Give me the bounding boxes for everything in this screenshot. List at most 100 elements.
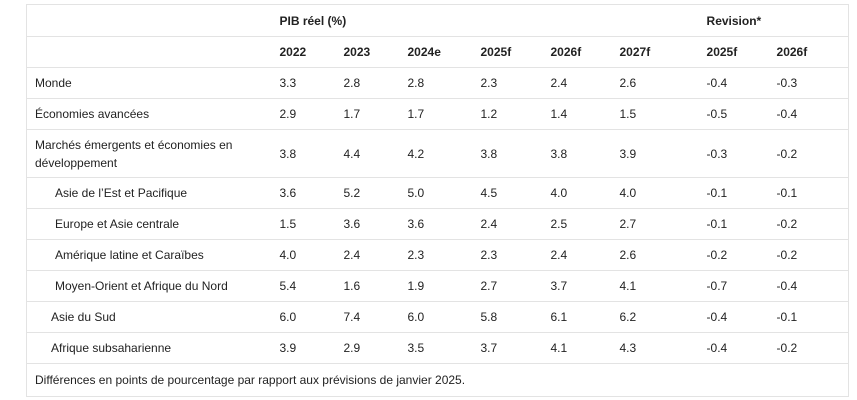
value-cell: 4.2 [407,129,481,178]
table-row: Europe et Asie centrale 1.5 3.6 3.6 2.4 … [26,208,849,240]
value-cell: 3.7 [480,332,551,364]
year-header: 2023 [343,36,408,68]
value-cell: 3.8 [550,129,620,178]
value-cell: 2.4 [480,208,551,240]
value-cell: 2.8 [407,67,481,99]
value-cell: 1.6 [343,270,408,302]
revision-cell: -0.4 [776,270,849,302]
value-cell: 3.5 [407,332,481,364]
value-cell: 3.9 [279,332,344,364]
revision-cell: -0.3 [776,67,849,99]
row-label: Europe et Asie centrale [26,208,280,240]
value-cell: 2.5 [550,208,620,240]
value-cell: 4.1 [550,332,620,364]
empty-header-cell [26,4,280,37]
value-cell: 2.6 [619,67,707,99]
revision-cell: -0.2 [776,332,849,364]
value-cell: 2.7 [480,270,551,302]
revision-cell: -0.5 [706,98,777,130]
table-row: Amérique latine et Caraïbes 4.0 2.4 2.3 … [26,239,849,271]
value-cell: 1.9 [407,270,481,302]
value-cell: 6.1 [550,301,620,333]
year-header: 2027f [619,36,707,68]
revision-cell: -0.2 [776,239,849,271]
group-header-row: PIB réel (%) Revision* [26,4,849,37]
table-row: Économies avancées 2.9 1.7 1.7 1.2 1.4 1… [26,98,849,130]
table-row: Marchés émergents et économies en dévelo… [26,129,849,178]
value-cell: 4.1 [619,270,707,302]
value-cell: 1.5 [279,208,344,240]
revision-cell: -0.1 [776,177,849,209]
value-cell: 2.9 [343,332,408,364]
row-label: Afrique subsaharienne [26,332,280,364]
value-cell: 2.3 [407,239,481,271]
revision-cell: -0.4 [776,98,849,130]
row-label: Asie de l’Est et Pacifique [26,177,280,209]
table-row: Afrique subsaharienne 3.9 2.9 3.5 3.7 4.… [26,332,849,364]
value-cell: 1.7 [343,98,408,130]
value-cell: 1.2 [480,98,551,130]
value-cell: 3.8 [480,129,551,178]
value-cell: 2.9 [279,98,344,130]
value-cell: 2.3 [480,67,551,99]
value-cell: 3.9 [619,129,707,178]
value-cell: 4.4 [343,129,408,178]
value-cell: 4.5 [480,177,551,209]
revision-year-header: 2026f [776,36,849,68]
value-cell: 3.3 [279,67,344,99]
revision-cell: -0.4 [706,67,777,99]
revision-cell: -0.3 [706,129,777,178]
row-label: Asie du Sud [26,301,280,333]
value-cell: 4.0 [619,177,707,209]
value-cell: 7.4 [343,301,408,333]
value-cell: 2.4 [550,239,620,271]
value-cell: 6.2 [619,301,707,333]
value-cell: 3.6 [343,208,408,240]
gdp-forecast-table: PIB réel (%) Revision* 2022 2023 2024e 2… [26,4,850,397]
value-cell: 5.4 [279,270,344,302]
row-label: Marchés émergents et économies en dévelo… [26,129,280,178]
revision-cell: -0.1 [706,208,777,240]
year-header: 2022 [279,36,344,68]
value-cell: 6.0 [407,301,481,333]
row-label: Amérique latine et Caraïbes [26,239,280,271]
value-cell: 5.0 [407,177,481,209]
year-header: 2024e [407,36,481,68]
table-row: Moyen-Orient et Afrique du Nord 5.4 1.6 … [26,270,849,302]
revision-cell: -0.1 [776,301,849,333]
empty-header-cell [26,36,280,68]
value-cell: 5.2 [343,177,408,209]
revision-cell: -0.7 [706,270,777,302]
table-row: Asie de l’Est et Pacifique 3.6 5.2 5.0 4… [26,177,849,209]
year-header: 2025f [480,36,551,68]
value-cell: 3.8 [279,129,344,178]
revision-cell: -0.1 [706,177,777,209]
value-cell: 1.7 [407,98,481,130]
revision-cell: -0.4 [706,332,777,364]
gdp-forecast-table-container: PIB réel (%) Revision* 2022 2023 2024e 2… [26,4,850,397]
row-label: Économies avancées [26,98,280,130]
value-cell: 4.0 [279,239,344,271]
revision-cell: -0.4 [706,301,777,333]
row-label: Moyen-Orient et Afrique du Nord [26,270,280,302]
revision-cell: -0.2 [776,208,849,240]
footnote-row: Différences en points de pourcentage par… [26,363,849,397]
value-cell: 2.3 [480,239,551,271]
value-cell: 2.7 [619,208,707,240]
value-cell: 2.4 [343,239,408,271]
revision-cell: -0.2 [776,129,849,178]
gdp-group-header: PIB réel (%) [279,4,707,37]
value-cell: 3.6 [407,208,481,240]
value-cell: 3.7 [550,270,620,302]
value-cell: 2.8 [343,67,408,99]
revision-group-header: Revision* [706,4,849,37]
value-cell: 3.6 [279,177,344,209]
value-cell: 1.5 [619,98,707,130]
footnote: Différences en points de pourcentage par… [26,363,849,397]
value-cell: 1.4 [550,98,620,130]
year-header-row: 2022 2023 2024e 2025f 2026f 2027f 2025f … [26,36,849,68]
value-cell: 2.6 [619,239,707,271]
value-cell: 4.3 [619,332,707,364]
row-label: Monde [26,67,280,99]
value-cell: 4.0 [550,177,620,209]
